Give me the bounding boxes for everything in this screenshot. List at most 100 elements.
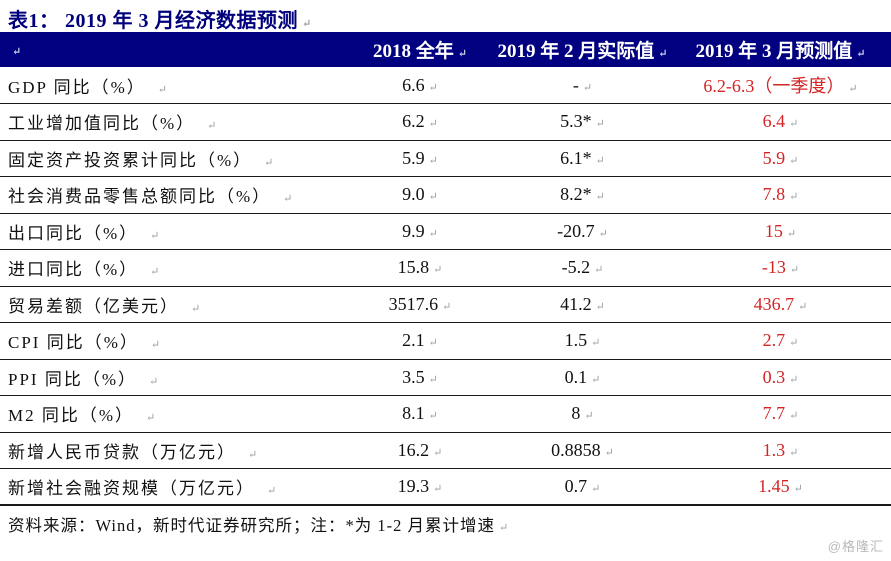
cell-value: 6.6: [402, 74, 425, 95]
row-label: 进口同比（%）: [8, 260, 139, 280]
return-mark-icon: ↵: [267, 485, 277, 497]
return-mark-icon: ↵: [582, 81, 593, 94]
cell-value: -: [572, 74, 579, 95]
return-mark-icon: ↵: [604, 446, 614, 459]
return-mark-icon: ↵: [789, 191, 799, 204]
cell-2019-feb-actual: 5.3* ↵: [495, 103, 670, 141]
cell-value: 3517.6: [388, 293, 439, 314]
cell-2018-full-year: 6.2 ↵: [345, 103, 495, 141]
cell-2019-mar-forecast: 7.8 ↵: [670, 176, 891, 214]
row-label-cell: PPI 同比（%） ↵: [0, 359, 345, 396]
return-mark-icon: ↵: [789, 264, 800, 277]
cell-2019-feb-actual: -20.7 ↵: [495, 213, 670, 250]
cell-2019-feb-actual: 0.8858 ↵: [495, 432, 670, 469]
header-label: 2019 年 2 月实际值: [497, 41, 655, 62]
cell-value: -20.7: [557, 220, 595, 241]
return-mark-icon: ↵: [150, 229, 160, 242]
return-mark-icon: ↵: [207, 120, 217, 133]
row-label-cell: 固定资产投资累计同比（%） ↵: [0, 140, 345, 177]
cell-2019-mar-forecast: 2.7 ↵: [670, 322, 891, 360]
row-label-cell: CPI 同比（%） ↵: [0, 322, 345, 360]
return-mark-icon: ↵: [433, 483, 443, 495]
cell-value: 7.8: [762, 184, 786, 205]
table-row: 社会消费品零售总额同比（%） ↵ 9.0 ↵ 8.2* ↵ 7.8 ↵: [0, 176, 891, 214]
return-mark-icon: ↵: [591, 373, 601, 386]
economic-forecast-table: ↵ 2018 全年 ↵ 2019 年 2 月实际值 ↵ 2019 年 3 月预测值 ↵…: [0, 32, 891, 506]
table-row: 出口同比（%） ↵ 9.9 ↵ -20.7 ↵ 15 ↵: [0, 213, 891, 250]
cell-value: 6.2-6.3（一季度）: [703, 76, 845, 96]
cell-value: 15.8: [397, 257, 430, 278]
cell-2019-mar-forecast: 1.3 ↵: [670, 432, 891, 469]
header-cell-2019-mar-forecast: 2019 年 3 月预测值 ↵: [670, 32, 891, 67]
cell-2019-feb-actual: - ↵: [495, 67, 670, 104]
return-mark-icon: ↵: [433, 264, 443, 277]
return-mark-icon: ↵: [428, 118, 438, 131]
cell-value: -5.2: [561, 257, 591, 278]
return-mark-icon: ↵: [658, 48, 668, 60]
cell-2019-feb-actual: 8.2* ↵: [495, 176, 670, 214]
cell-value: 8.1: [402, 403, 425, 424]
return-mark-icon: ↵: [798, 300, 808, 313]
row-label: 贸易差额（亿美元）: [8, 296, 179, 316]
cell-value: 0.1: [564, 366, 588, 387]
return-mark-icon: ↵: [428, 373, 438, 386]
cell-2019-mar-forecast: 5.9 ↵: [670, 140, 891, 177]
cell-2019-mar-forecast: 436.7 ↵: [670, 286, 891, 323]
cell-value: 0.3: [762, 366, 786, 387]
cell-value: 1.5: [564, 330, 588, 351]
return-mark-icon: ↵: [786, 227, 797, 240]
table-row: 工业增加值同比（%） ↵ 6.2 ↵ 5.3* ↵ 6.4 ↵: [0, 103, 891, 141]
return-mark-icon: ↵: [283, 193, 293, 206]
return-mark-icon: ↵: [789, 446, 799, 459]
row-label: 新增社会融资规模（万亿元）: [8, 479, 255, 498]
cell-value: 41.2: [560, 293, 592, 314]
cell-value: 0.7: [564, 476, 588, 496]
return-mark-icon: ↵: [150, 339, 161, 352]
return-mark-icon: ↵: [595, 154, 605, 167]
cell-2018-full-year: 9.9 ↵: [345, 213, 495, 250]
cell-value: -13: [761, 257, 786, 278]
cell-value: 9.0: [402, 184, 425, 205]
cell-value: 5.9: [402, 147, 425, 168]
table-row: 进口同比（%） ↵ 15.8 ↵ -5.2 ↵ -13 ↵: [0, 249, 891, 287]
return-mark-icon: ↵: [302, 18, 312, 30]
return-mark-icon: ↵: [428, 410, 438, 423]
cell-2019-feb-actual: 6.1* ↵: [495, 140, 670, 177]
row-label: CPI 同比（%）: [8, 333, 139, 353]
return-mark-icon: ↵: [146, 412, 156, 425]
cell-2018-full-year: 19.3 ↵: [345, 468, 495, 506]
watermark: @格隆汇: [827, 539, 884, 554]
cell-value: 19.3: [397, 476, 430, 496]
row-label: 工业增加值同比（%）: [8, 114, 196, 134]
row-label-cell: 进口同比（%） ↵: [0, 249, 345, 287]
row-label: 社会消费品零售总额同比（%）: [8, 187, 272, 207]
cell-2019-feb-actual: 8 ↵: [495, 395, 670, 433]
return-mark-icon: ↵: [191, 302, 201, 315]
cell-2019-feb-actual: -5.2 ↵: [495, 249, 670, 287]
return-mark-icon: ↵: [789, 154, 799, 167]
return-mark-icon: ↵: [793, 483, 803, 495]
row-label: PPI 同比（%）: [8, 369, 137, 389]
row-label-cell: GDP 同比（%） ↵: [0, 67, 345, 104]
row-label: M2 同比（%）: [8, 406, 135, 426]
return-mark-icon: ↵: [789, 337, 799, 350]
header-cell-indicator: ↵: [0, 32, 345, 67]
cell-2019-mar-forecast: 7.7 ↵: [670, 395, 891, 433]
cell-value: 9.9: [402, 220, 425, 241]
cell-value: 6.4: [762, 111, 786, 132]
cell-2019-feb-actual: 0.1 ↵: [495, 359, 670, 396]
return-mark-icon: ↵: [789, 410, 799, 423]
cell-value: 6.2: [402, 111, 425, 132]
return-mark-icon: ↵: [594, 264, 604, 277]
table-row: PPI 同比（%） ↵ 3.5 ↵ 0.1 ↵ 0.3 ↵: [0, 359, 891, 396]
row-label-cell: 工业增加值同比（%） ↵: [0, 103, 345, 141]
return-mark-icon: ↵: [157, 83, 168, 96]
return-mark-icon: ↵: [595, 191, 605, 204]
return-mark-icon: ↵: [595, 118, 605, 131]
row-label: 出口同比（%）: [8, 223, 139, 243]
return-mark-icon: ↵: [789, 118, 799, 131]
cell-2019-feb-actual: 41.2 ↵: [495, 286, 670, 323]
table-header: ↵ 2018 全年 ↵ 2019 年 2 月实际值 ↵ 2019 年 3 月预测值 ↵: [0, 32, 891, 67]
table-row: GDP 同比（%） ↵ 6.6 ↵ - ↵ 6.2-6.3（一季度） ↵: [0, 67, 891, 104]
return-mark-icon: ↵: [12, 45, 22, 58]
